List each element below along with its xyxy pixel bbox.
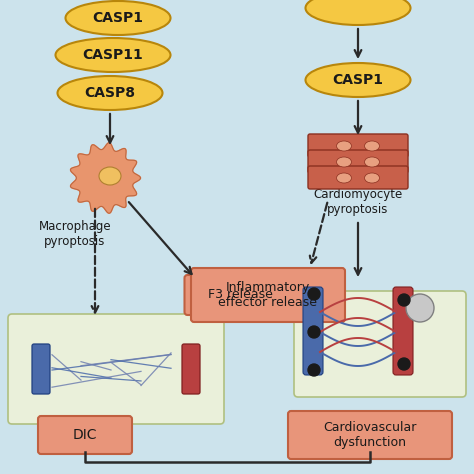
Text: Cardiovascular
dysfunction: Cardiovascular dysfunction	[323, 421, 417, 449]
Text: CASP1: CASP1	[332, 73, 383, 87]
Circle shape	[398, 358, 410, 370]
Text: Inflammatory
effector release: Inflammatory effector release	[219, 281, 318, 309]
Ellipse shape	[365, 173, 380, 183]
Ellipse shape	[306, 0, 410, 25]
Ellipse shape	[55, 38, 171, 72]
Text: CASP11: CASP11	[82, 48, 143, 62]
FancyBboxPatch shape	[184, 275, 295, 315]
Circle shape	[308, 288, 320, 300]
FancyBboxPatch shape	[288, 411, 452, 459]
Ellipse shape	[365, 141, 380, 151]
FancyBboxPatch shape	[38, 416, 132, 454]
FancyBboxPatch shape	[8, 314, 224, 424]
Circle shape	[406, 294, 434, 322]
Circle shape	[398, 294, 410, 306]
Text: DIC: DIC	[73, 428, 97, 442]
Ellipse shape	[65, 1, 171, 35]
Ellipse shape	[57, 76, 163, 110]
Ellipse shape	[337, 157, 352, 167]
FancyBboxPatch shape	[32, 344, 50, 394]
Ellipse shape	[337, 141, 352, 151]
FancyBboxPatch shape	[303, 287, 323, 375]
Text: CASP1: CASP1	[92, 11, 144, 25]
FancyBboxPatch shape	[191, 268, 345, 322]
Polygon shape	[71, 143, 140, 213]
Text: Macrophage
pyroptosis: Macrophage pyroptosis	[39, 220, 111, 248]
FancyBboxPatch shape	[294, 291, 466, 397]
Ellipse shape	[365, 157, 380, 167]
Circle shape	[308, 364, 320, 376]
Ellipse shape	[337, 173, 352, 183]
Circle shape	[308, 326, 320, 338]
FancyBboxPatch shape	[393, 287, 413, 375]
FancyBboxPatch shape	[182, 344, 200, 394]
Text: F3 release: F3 release	[208, 289, 273, 301]
Text: Cardiomyocyte
pyroptosis: Cardiomyocyte pyroptosis	[313, 188, 402, 216]
FancyBboxPatch shape	[308, 134, 408, 157]
Ellipse shape	[99, 167, 121, 185]
FancyBboxPatch shape	[308, 150, 408, 173]
Ellipse shape	[306, 63, 410, 97]
Text: CASP8: CASP8	[84, 86, 136, 100]
FancyBboxPatch shape	[308, 166, 408, 189]
